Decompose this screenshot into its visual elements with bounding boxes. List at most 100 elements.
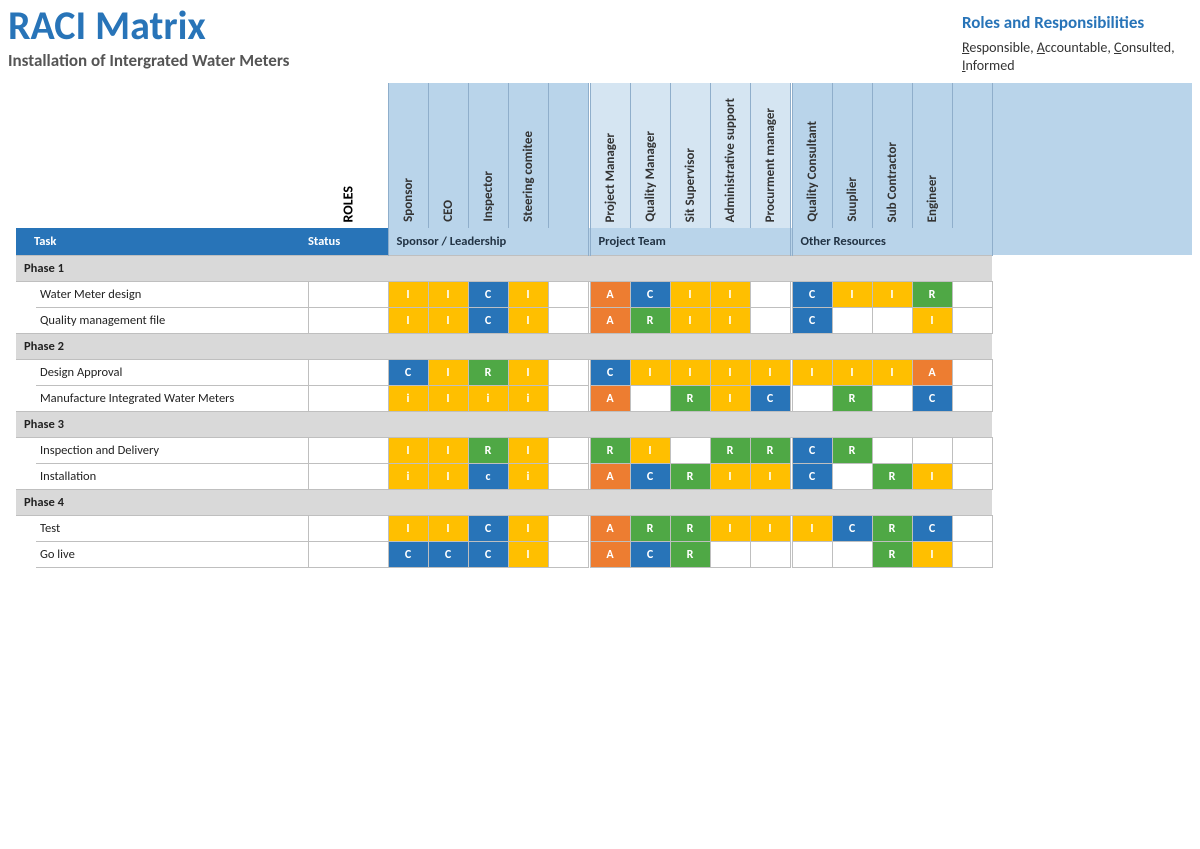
raci-cell: i <box>468 386 508 412</box>
task-row: Quality management fileIICIARIICI <box>8 308 1192 334</box>
role-header: Quality Manager <box>630 83 670 228</box>
raci-cell: R <box>750 438 790 464</box>
raci-cell <box>792 386 832 412</box>
raci-cell: I <box>670 282 710 308</box>
raci-cell <box>548 386 588 412</box>
raci-cell <box>952 308 992 334</box>
column-header-status: Status <box>308 228 388 256</box>
raci-cell: R <box>872 464 912 490</box>
raci-cell: i <box>508 386 548 412</box>
raci-cell: i <box>388 386 428 412</box>
raci-cell <box>750 542 790 568</box>
raci-cell: I <box>750 516 790 542</box>
raci-cell: R <box>670 386 710 412</box>
raci-cell <box>952 438 992 464</box>
task-row: TestIICIARRIIICRC <box>8 516 1192 542</box>
role-header: Inspector <box>468 83 508 228</box>
raci-cell: C <box>792 282 832 308</box>
raci-cell <box>952 386 992 412</box>
raci-cell: C <box>630 542 670 568</box>
raci-cell: R <box>710 438 750 464</box>
role-header: CEO <box>428 83 468 228</box>
raci-cell: i <box>508 464 548 490</box>
raci-cell <box>952 464 992 490</box>
task-name: Installation <box>36 464 308 490</box>
raci-cell <box>670 438 710 464</box>
raci-cell: R <box>912 282 952 308</box>
raci-cell: I <box>508 308 548 334</box>
raci-cell: I <box>428 386 468 412</box>
raci-cell: I <box>630 360 670 386</box>
task-name: Water Meter design <box>36 282 308 308</box>
raci-cell: I <box>792 360 832 386</box>
raci-cell <box>872 308 912 334</box>
raci-cell: C <box>590 360 630 386</box>
raci-cell: I <box>508 438 548 464</box>
raci-cell: A <box>590 308 630 334</box>
raci-cell: R <box>670 464 710 490</box>
task-name: Test <box>36 516 308 542</box>
raci-cell <box>630 386 670 412</box>
raci-cell: A <box>590 386 630 412</box>
raci-cell <box>548 438 588 464</box>
raci-cell <box>952 282 992 308</box>
role-header: Engineer <box>912 83 952 228</box>
raci-cell: R <box>630 308 670 334</box>
page-subtitle: Installation of Intergrated Water Meters <box>8 50 289 71</box>
raci-cell: C <box>468 542 508 568</box>
phase-header: Phase 4 <box>16 490 992 516</box>
raci-cell <box>548 308 588 334</box>
phase-header: Phase 2 <box>16 334 992 360</box>
task-row: Water Meter designIICIACIICIIR <box>8 282 1192 308</box>
raci-cell: I <box>630 438 670 464</box>
task-status <box>308 542 388 568</box>
raci-cell: I <box>508 360 548 386</box>
raci-cell <box>548 282 588 308</box>
raci-cell: I <box>670 360 710 386</box>
role-header <box>952 83 992 228</box>
task-status <box>308 282 388 308</box>
raci-cell: C <box>912 386 952 412</box>
task-row: Inspection and DeliveryIIRIRIRRCR <box>8 438 1192 464</box>
raci-cell: I <box>710 308 750 334</box>
raci-cell: I <box>750 464 790 490</box>
role-group-header: Project Team <box>590 228 790 256</box>
task-status <box>308 438 388 464</box>
raci-cell <box>832 542 872 568</box>
raci-cell <box>548 542 588 568</box>
raci-cell: I <box>912 464 952 490</box>
raci-cell: C <box>388 360 428 386</box>
raci-cell: I <box>710 516 750 542</box>
raci-cell: I <box>388 282 428 308</box>
raci-cell: i <box>388 464 428 490</box>
raci-cell: I <box>872 360 912 386</box>
raci-cell: C <box>792 308 832 334</box>
task-name: Design Approval <box>36 360 308 386</box>
phase-header: Phase 3 <box>16 412 992 438</box>
role-header: Administrative support <box>710 83 750 228</box>
column-header-task: Task <box>16 228 308 256</box>
raci-cell <box>710 542 750 568</box>
task-row: InstallationiIciACRIICRI <box>8 464 1192 490</box>
raci-cell <box>872 438 912 464</box>
task-row: Go liveCCCIACRRI <box>8 542 1192 568</box>
raci-cell <box>750 282 790 308</box>
task-row: Design ApprovalCIRICIIIIIIIA <box>8 360 1192 386</box>
raci-cell: R <box>468 360 508 386</box>
raci-cell: C <box>912 516 952 542</box>
raci-cell: C <box>428 542 468 568</box>
raci-cell <box>872 386 912 412</box>
role-header: Steering comitee <box>508 83 548 228</box>
raci-cell: R <box>670 516 710 542</box>
raci-cell: I <box>710 464 750 490</box>
raci-cell: R <box>670 542 710 568</box>
raci-cell: I <box>832 360 872 386</box>
raci-cell: I <box>670 308 710 334</box>
raci-cell: R <box>832 438 872 464</box>
raci-cell: A <box>590 282 630 308</box>
raci-cell: I <box>428 308 468 334</box>
raci-cell: I <box>792 516 832 542</box>
raci-cell: I <box>428 282 468 308</box>
raci-cell <box>952 360 992 386</box>
task-status <box>308 464 388 490</box>
